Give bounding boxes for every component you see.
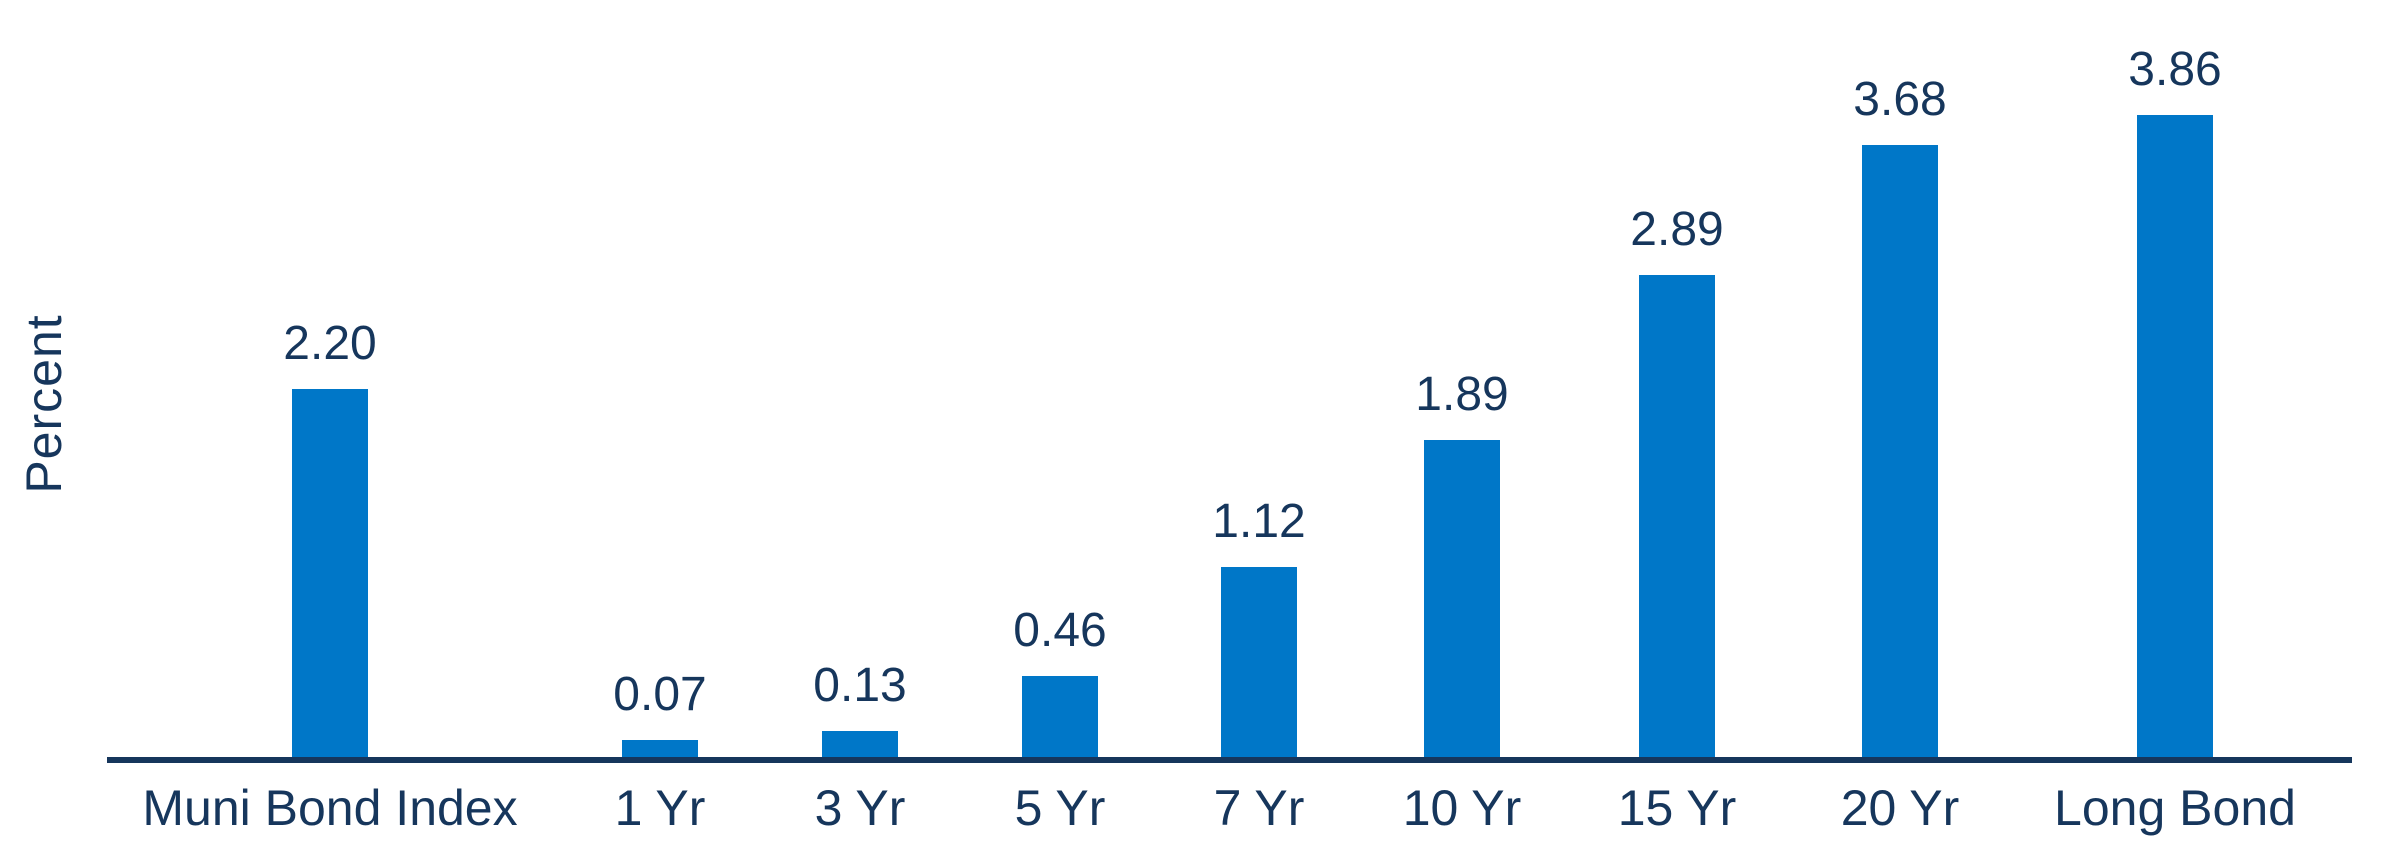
bar-value-label: 1.89 — [1415, 368, 1509, 421]
bar-value-label: 2.20 — [283, 317, 377, 370]
category-label: 3 Yr — [814, 780, 906, 836]
bar — [622, 740, 698, 760]
bar-value-label: 0.07 — [613, 668, 707, 721]
bar-value-label: 3.86 — [2128, 43, 2222, 96]
category-label: 10 Yr — [1402, 780, 1522, 836]
bar-value-label: 0.13 — [813, 659, 907, 712]
category-label: 1 Yr — [614, 780, 706, 836]
bar — [1639, 275, 1715, 760]
category-label: Long Bond — [2054, 780, 2296, 836]
category-label: 15 Yr — [1617, 780, 1737, 836]
category-label: 20 Yr — [1840, 780, 1960, 836]
bar — [822, 731, 898, 760]
bar — [1022, 676, 1098, 760]
bar — [1221, 567, 1297, 760]
bar — [2137, 115, 2213, 760]
x-axis-line — [107, 757, 2352, 763]
bar — [1862, 145, 1938, 760]
bar-value-label: 3.68 — [1853, 73, 1947, 126]
bar — [292, 389, 368, 760]
bar-value-label: 1.12 — [1212, 495, 1306, 548]
category-label: 7 Yr — [1213, 780, 1305, 836]
category-label: 5 Yr — [1014, 780, 1106, 836]
bar-value-label: 2.89 — [1630, 203, 1724, 256]
bar — [1424, 440, 1500, 760]
category-label: Muni Bond Index — [142, 780, 518, 836]
bar-value-label: 0.46 — [1013, 604, 1107, 657]
